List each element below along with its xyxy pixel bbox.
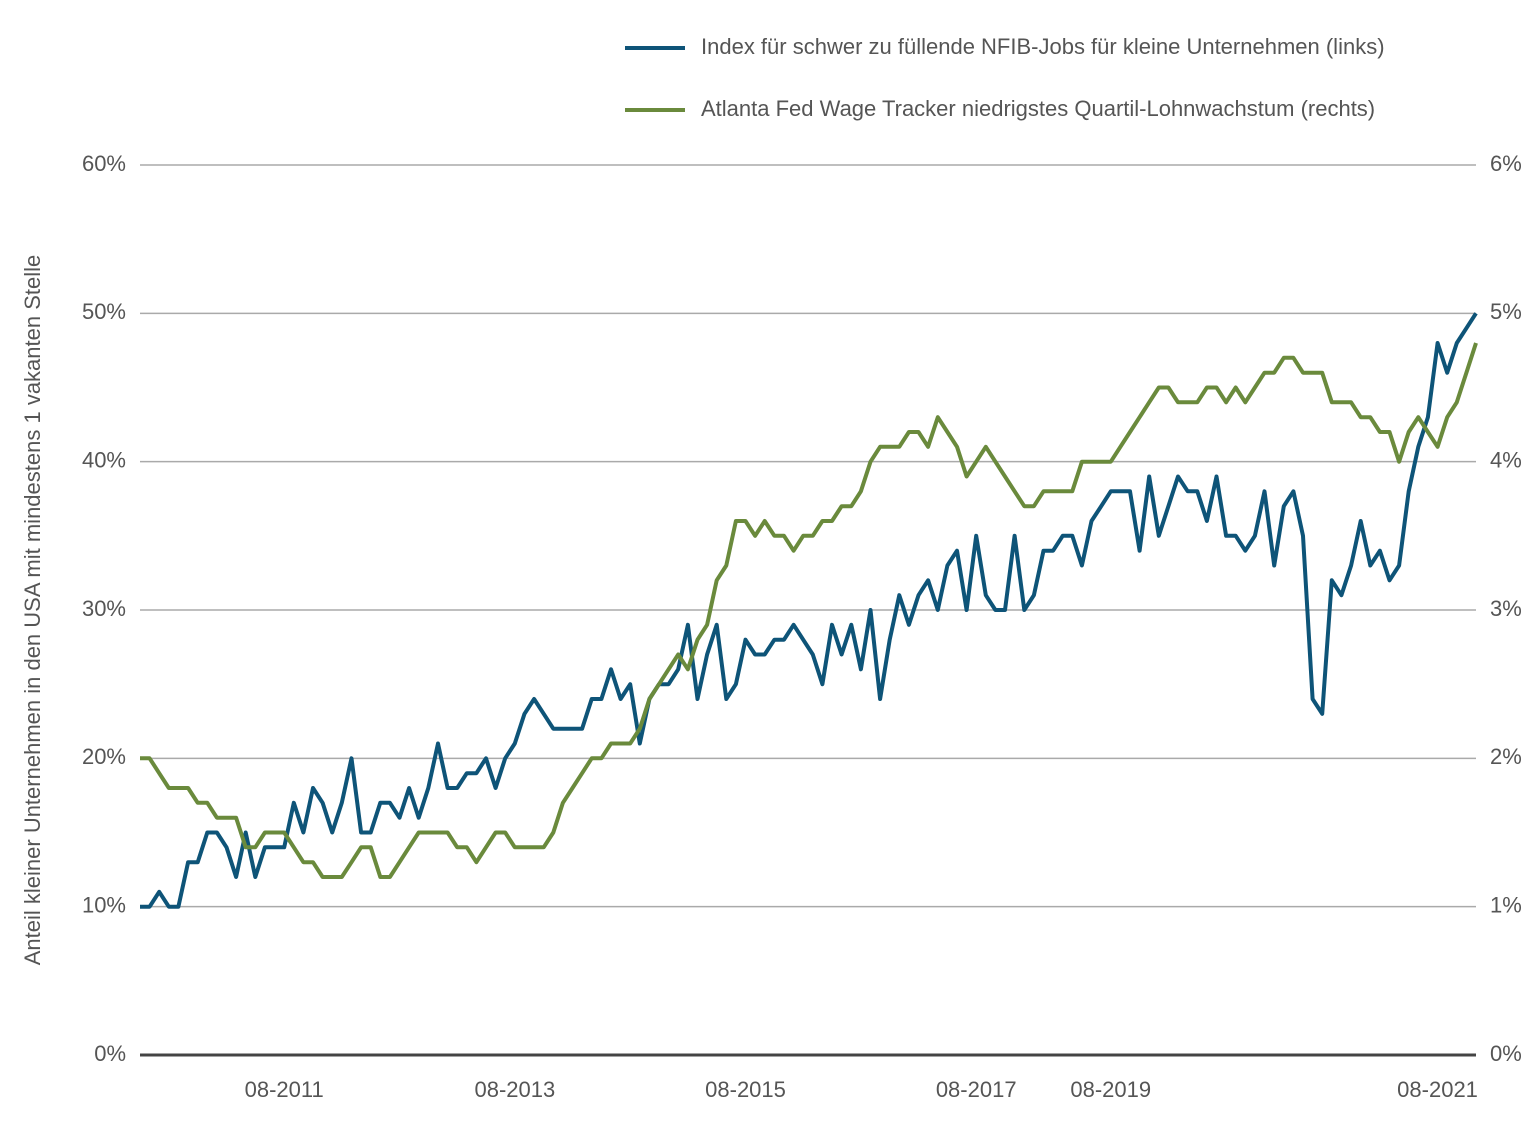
y2-tick-label: 0% [1490,1041,1522,1066]
y-axis-label: Anteil kleiner Unternehmen in den USA mi… [20,255,45,966]
y2-tick-label: 6% [1490,151,1522,176]
series-line [140,342,1478,879]
y-tick-label: 50% [82,299,126,324]
y-tick-label: 20% [82,744,126,769]
x-tick-label: 08-2013 [474,1077,555,1102]
y2-tick-label: 3% [1490,596,1522,621]
legend-label: Atlanta Fed Wage Tracker niedrigstes Qua… [701,96,1375,121]
x-tick-label: 08-2015 [705,1077,786,1102]
y-tick-label: 60% [82,151,126,176]
series-line [140,312,1478,909]
y2-tick-label: 1% [1490,892,1522,917]
y-tick-label: 10% [82,892,126,917]
y2-tick-label: 2% [1490,744,1522,769]
y-tick-label: 30% [82,596,126,621]
x-tick-label: 08-2011 [245,1077,324,1102]
y-tick-label: 40% [82,447,126,472]
y2-tick-label: 4% [1490,447,1522,472]
x-tick-label: 08-2017 [936,1077,1017,1102]
legend-label: Index für schwer zu füllende NFIB-Jobs f… [701,34,1385,59]
x-tick-label: 08-2019 [1070,1077,1151,1102]
y2-tick-label: 5% [1490,299,1522,324]
x-tick-label: 08-2021 [1397,1077,1478,1102]
y-tick-label: 0% [94,1041,126,1066]
